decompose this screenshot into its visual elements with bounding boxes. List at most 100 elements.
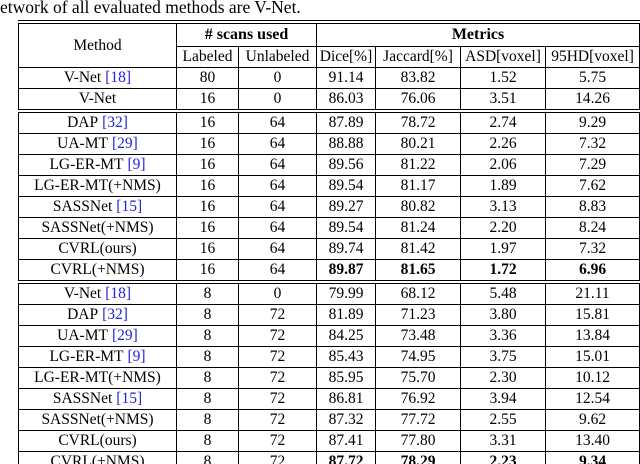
- cell-unlabeled: 0: [237, 88, 318, 113]
- cell-dice: 89.54: [316, 217, 377, 239]
- cell-95hd: 14.26: [545, 88, 640, 113]
- cell-unlabeled: 64: [237, 196, 318, 218]
- cell-method: CVRL(+NMS): [18, 259, 177, 284]
- citation-link[interactable]: [32]: [102, 114, 128, 131]
- caption-text: etwork of all evaluated methods are V-Ne…: [0, 0, 301, 17]
- cell-95hd: 9.29: [545, 110, 640, 134]
- cell-labeled: 8: [176, 388, 239, 410]
- cell-dice: 91.14: [316, 67, 377, 89]
- col-header-dice: Dice[%]: [316, 46, 377, 68]
- cell-labeled: 8: [176, 281, 239, 305]
- cell-jaccard: 78.29: [375, 451, 462, 464]
- cell-unlabeled: 72: [237, 346, 318, 368]
- cell-95hd: 9.34: [545, 451, 640, 464]
- cell-asd: 3.13: [460, 196, 547, 218]
- citation-link[interactable]: [18]: [105, 285, 132, 302]
- cell-jaccard: 76.92: [375, 388, 462, 410]
- cell-unlabeled: 72: [237, 430, 318, 452]
- col-header-metrics: Metrics: [316, 21, 640, 47]
- cell-jaccard: 75.70: [375, 367, 462, 389]
- table-row: LG-ER-MT(+NMS) 8 72 85.95 75.70 2.30 10.…: [18, 367, 640, 389]
- cell-unlabeled: 72: [237, 367, 318, 389]
- table-row: CVRL(+NMS) 8 72 87.72 78.29 2.23 9.34: [18, 451, 640, 464]
- method-name: CVRL(ours): [58, 240, 137, 257]
- cell-asd: 1.89: [460, 175, 547, 197]
- table-row: CVRL(ours) 16 64 89.74 81.42 1.97 7.32: [18, 238, 640, 260]
- cell-unlabeled: 64: [237, 133, 318, 155]
- cell-dice: 89.74: [316, 238, 377, 260]
- citation-link[interactable]: [29]: [111, 327, 138, 344]
- cell-unlabeled: 0: [237, 67, 318, 89]
- citation-link[interactable]: [9]: [127, 348, 146, 365]
- cell-95hd: 6.96: [545, 259, 640, 284]
- cell-dice: 86.03: [316, 88, 377, 113]
- cell-dice: 81.89: [316, 304, 377, 326]
- table-row: LG-ER-MT [9] 16 64 89.56 81.22 2.06 7.29: [18, 154, 640, 176]
- cell-dice: 79.99: [316, 281, 377, 305]
- cell-method: CVRL(+NMS): [18, 451, 177, 464]
- cell-method: DAP [32]: [18, 304, 177, 326]
- cell-95hd: 13.40: [545, 430, 640, 452]
- cell-unlabeled: 64: [237, 154, 318, 176]
- cell-jaccard: 81.65: [375, 259, 462, 284]
- cell-labeled: 16: [176, 110, 239, 134]
- cell-unlabeled: 72: [237, 409, 318, 431]
- col-header-95hd: 95HD[voxel]: [545, 46, 640, 68]
- cell-asd: 2.23: [460, 451, 547, 464]
- table-row: UA-MT [29] 16 64 88.88 80.21 2.26 7.32: [18, 133, 640, 155]
- cell-95hd: 5.75: [545, 67, 640, 89]
- table-row: UA-MT [29] 8 72 84.25 73.48 3.36 13.84: [18, 325, 640, 347]
- col-header-method: Method: [18, 21, 177, 68]
- cell-jaccard: 76.06: [375, 88, 462, 113]
- cell-jaccard: 81.42: [375, 238, 462, 260]
- cell-labeled: 16: [176, 88, 239, 113]
- cell-asd: 2.55: [460, 409, 547, 431]
- citation-link[interactable]: [18]: [105, 69, 132, 86]
- citation-link[interactable]: [15]: [116, 390, 143, 407]
- table-row: V-Net [18] 8 0 79.99 68.12 5.48 21.11: [18, 281, 640, 305]
- cell-method: V-Net: [18, 88, 177, 113]
- citation-link[interactable]: [9]: [127, 156, 146, 173]
- cell-method: SASSNet(+NMS): [18, 217, 177, 239]
- header-group-row: Method # scans used Metrics: [18, 21, 640, 68]
- cell-labeled: 16: [176, 154, 239, 176]
- cell-labeled: 8: [176, 451, 239, 464]
- cell-asd: 3.51: [460, 88, 547, 113]
- citation-link[interactable]: [29]: [111, 135, 138, 152]
- table-row: V-Net 16 0 86.03 76.06 3.51 14.26: [18, 88, 640, 113]
- cell-method: SASSNet [15]: [18, 196, 177, 218]
- cell-method: SASSNet [15]: [18, 388, 177, 410]
- cell-jaccard: 68.12: [375, 281, 462, 305]
- cell-jaccard: 74.95: [375, 346, 462, 368]
- cell-asd: 2.20: [460, 217, 547, 239]
- citation-link[interactable]: [15]: [116, 198, 143, 215]
- header-sub-row: Labeled Unlabeled Dice[%] Jaccard[%] ASD…: [19, 46, 640, 68]
- cell-95hd: 7.32: [545, 133, 640, 155]
- table-row: SASSNet [15] 16 64 89.27 80.82 3.13 8.83: [18, 196, 640, 218]
- cell-jaccard: 80.82: [375, 196, 462, 218]
- cell-dice: 89.54: [316, 175, 377, 197]
- cell-labeled: 80: [176, 67, 239, 89]
- cell-unlabeled: 64: [237, 110, 318, 134]
- method-name: SASSNet: [52, 390, 113, 407]
- cell-dice: 87.89: [316, 110, 377, 134]
- table-body: V-Net [18] 80 0 91.14 83.82 1.52 5.75 V-N…: [18, 67, 640, 464]
- cell-method: LG-ER-MT(+NMS): [18, 367, 177, 389]
- cell-dice: 89.87: [316, 259, 377, 284]
- col-header-scans-used: # scans used: [175, 21, 318, 47]
- cell-labeled: 16: [176, 259, 239, 284]
- cell-95hd: 7.32: [545, 238, 640, 260]
- cell-asd: 3.94: [460, 388, 547, 410]
- method-name: SASSNet: [52, 198, 113, 215]
- cell-jaccard: 73.48: [375, 325, 462, 347]
- cell-dice: 85.43: [316, 346, 377, 368]
- cell-method: UA-MT [29]: [18, 325, 177, 347]
- citation-link[interactable]: [32]: [102, 306, 128, 323]
- cell-unlabeled: 64: [237, 259, 318, 284]
- cell-95hd: 15.01: [545, 346, 640, 368]
- cell-labeled: 16: [176, 196, 239, 218]
- cell-dice: 86.81: [316, 388, 377, 410]
- cell-method: UA-MT [29]: [18, 133, 177, 155]
- cell-jaccard: 81.24: [375, 217, 462, 239]
- cell-unlabeled: 72: [237, 304, 318, 326]
